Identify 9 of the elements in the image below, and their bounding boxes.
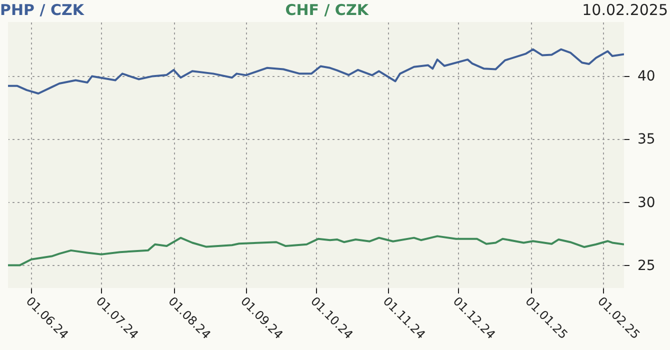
y-tick-label: 25 xyxy=(638,258,656,274)
text: 10.02.2025 xyxy=(582,1,668,19)
line-series xyxy=(8,48,624,94)
line-series xyxy=(8,235,624,266)
text: CHF / CZK xyxy=(285,1,370,19)
y-tick-label: 30 xyxy=(638,194,656,211)
y-tick-label: 40 xyxy=(638,68,656,85)
text: PHP / CZK xyxy=(0,1,86,19)
y-tick-label: 35 xyxy=(638,132,656,148)
